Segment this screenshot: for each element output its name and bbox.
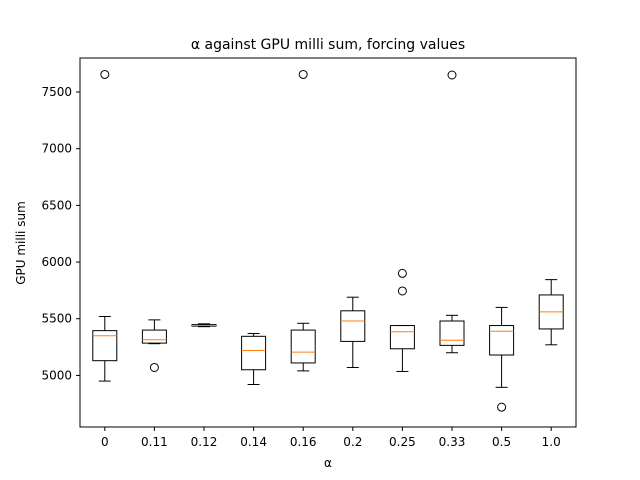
box-group [489, 306, 515, 412]
x-tick-label: 0.5 [492, 435, 511, 449]
x-tick-label: 0.11 [141, 435, 168, 449]
box-group [241, 332, 267, 385]
x-tick-label: 0.33 [439, 435, 466, 449]
plot-frame [79, 57, 577, 428]
x-tick-label: 0.14 [240, 435, 267, 449]
box [92, 330, 118, 362]
outlier-point [100, 69, 110, 79]
box-group [141, 319, 167, 372]
y-tick-label: 5500 [41, 312, 72, 326]
outlier-point [497, 402, 507, 412]
outlier-point [397, 286, 407, 296]
box [241, 335, 267, 371]
y-tick-label: 5000 [41, 368, 72, 382]
box-group [340, 296, 366, 368]
box-group [191, 323, 217, 328]
y-axis: 5000 5500 6000 6500 7000 7500 [41, 85, 80, 382]
outlier-point [447, 70, 457, 80]
y-tick-label: 6000 [41, 255, 72, 269]
box [489, 325, 515, 356]
x-tick-label: 0.2 [343, 435, 362, 449]
box-group [439, 70, 465, 354]
chart-title: α against GPU milli sum, forcing values [191, 37, 465, 53]
outlier-point [397, 268, 407, 278]
x-axis: 0 0.11 0.12 0.14 0.16 0.2 0.25 0.33 0.5 1.0 [101, 427, 561, 449]
plot-marks [92, 69, 564, 412]
box [340, 310, 366, 342]
y-axis-label: GPU milli sum [14, 201, 28, 285]
box [389, 325, 415, 350]
x-tick-label: 0.12 [191, 435, 218, 449]
y-tick-label: 6500 [41, 198, 72, 212]
y-tick-label: 7500 [41, 85, 72, 99]
y-tick-label: 7000 [41, 142, 72, 156]
box-group [290, 69, 316, 372]
x-axis-label: α [324, 456, 332, 470]
box-group [92, 69, 118, 382]
box-group [389, 268, 415, 372]
x-tick-label: 0 [101, 435, 109, 449]
x-tick-label: 1.0 [542, 435, 561, 449]
x-tick-label: 0.16 [290, 435, 317, 449]
box [141, 329, 167, 344]
box-group [538, 279, 564, 346]
box [439, 320, 465, 346]
x-tick-label: 0.25 [389, 435, 416, 449]
outlier-point [298, 69, 308, 79]
outlier-point [149, 362, 159, 372]
box [290, 329, 316, 364]
